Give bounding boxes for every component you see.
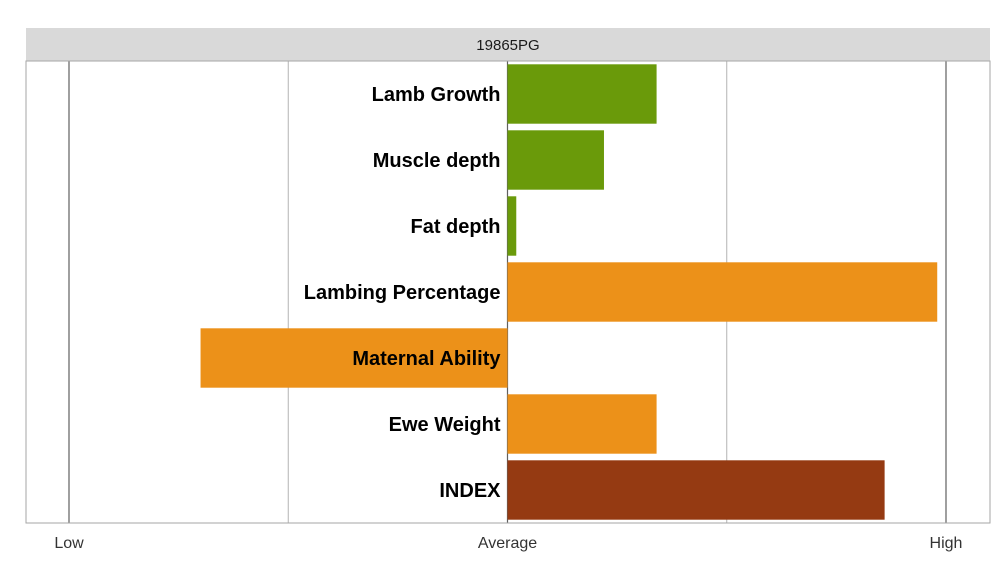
x-tick-label-average: Average — [478, 535, 537, 552]
bar-label-muscle-depth: Muscle depth — [373, 150, 501, 172]
bar-label-fat-depth: Fat depth — [411, 216, 501, 238]
strip-background — [26, 28, 990, 61]
bar-label-ewe-weight: Ewe Weight — [389, 414, 501, 436]
bar-label-index: INDEX — [439, 480, 501, 502]
panel-border — [25, 60, 991, 524]
bar-muscle-depth — [507, 130, 604, 190]
bar-index — [507, 460, 885, 520]
bar-label-maternal-ability: Maternal Ability — [352, 348, 501, 370]
bar-lamb-growth — [507, 64, 657, 124]
bar-maternal-ability — [200, 328, 508, 388]
bar-label-lamb-growth: Lamb Growth — [372, 84, 501, 106]
x-tick-label-low: Low — [54, 535, 84, 552]
bar-lambing-percentage — [507, 262, 938, 322]
bar-fat-depth — [507, 196, 517, 256]
chart-title: 19865PG — [476, 37, 539, 54]
x-tick-label-high: High — [930, 535, 963, 552]
bar-label-lambing-percentage: Lambing Percentage — [304, 282, 501, 304]
bar-ewe-weight — [507, 394, 657, 454]
